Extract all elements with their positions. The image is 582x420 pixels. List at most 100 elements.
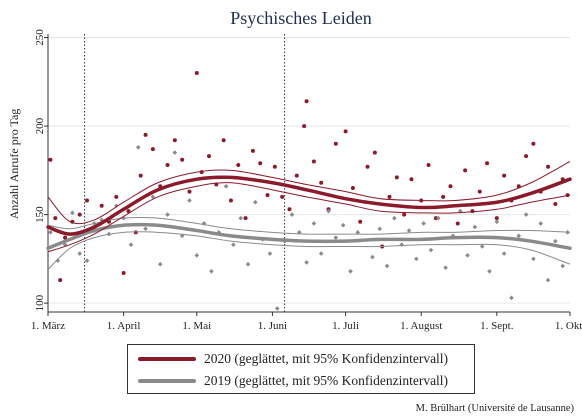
point-0 bbox=[77, 212, 82, 217]
point-0 bbox=[280, 194, 285, 199]
point-1 bbox=[194, 253, 200, 258]
point-0 bbox=[485, 161, 490, 166]
point-0 bbox=[448, 184, 453, 189]
point-1 bbox=[370, 254, 375, 260]
point-0 bbox=[546, 164, 551, 169]
point-0 bbox=[319, 180, 324, 185]
point-1 bbox=[99, 217, 104, 223]
point-0 bbox=[206, 154, 211, 159]
point-1 bbox=[223, 183, 229, 189]
point-0 bbox=[114, 194, 119, 199]
point-0 bbox=[426, 163, 431, 168]
y-tick-label: 250 bbox=[34, 29, 46, 46]
point-1 bbox=[414, 256, 419, 262]
point-1 bbox=[472, 224, 478, 230]
point-1 bbox=[157, 261, 163, 267]
legend: 2020 (geglättet, mit 95% Konfidenzinterv… bbox=[127, 344, 475, 394]
point-1 bbox=[421, 221, 426, 226]
point-1 bbox=[135, 145, 141, 150]
point-0 bbox=[531, 141, 536, 146]
smooth-line-0 bbox=[46, 175, 572, 236]
point-1 bbox=[245, 261, 251, 267]
y-axis-label: Anzahl Anrufe pro Tag bbox=[7, 109, 21, 220]
chart-title: Psychisches Leiden bbox=[230, 8, 371, 28]
point-1 bbox=[165, 212, 170, 217]
point-0 bbox=[350, 186, 355, 191]
point-0 bbox=[53, 216, 58, 221]
ci-lower-0 bbox=[47, 182, 571, 253]
point-0 bbox=[553, 201, 558, 206]
point-0 bbox=[402, 212, 407, 217]
point-1 bbox=[70, 210, 75, 216]
point-0 bbox=[165, 163, 170, 168]
point-0 bbox=[524, 154, 529, 159]
point-1 bbox=[172, 150, 178, 155]
point-0 bbox=[294, 173, 299, 178]
point-0 bbox=[250, 148, 255, 153]
reference-lines bbox=[84, 34, 286, 312]
point-0 bbox=[228, 198, 233, 203]
legend-swatch-2019 bbox=[138, 379, 196, 383]
point-0 bbox=[409, 177, 414, 182]
point-0 bbox=[221, 138, 226, 143]
point-1 bbox=[392, 215, 397, 221]
point-1 bbox=[435, 215, 441, 221]
point-1 bbox=[296, 230, 302, 235]
point-1 bbox=[84, 258, 90, 263]
gridlines bbox=[48, 37, 570, 304]
point-1 bbox=[209, 268, 214, 274]
y-tick-label: 200 bbox=[34, 117, 46, 134]
point-0 bbox=[194, 70, 199, 75]
point-0 bbox=[272, 164, 277, 169]
point-1 bbox=[231, 242, 236, 248]
point-1 bbox=[253, 199, 258, 205]
point-1 bbox=[304, 260, 309, 265]
point-1 bbox=[516, 233, 522, 239]
point-0 bbox=[58, 278, 63, 283]
point-1 bbox=[128, 242, 134, 248]
point-0 bbox=[333, 141, 338, 146]
point-1 bbox=[355, 230, 361, 235]
point-0 bbox=[372, 150, 377, 155]
point-0 bbox=[394, 175, 399, 180]
credit-text: M. Brülhart (Université de Lausanne) bbox=[415, 403, 574, 414]
point-1 bbox=[340, 222, 346, 228]
point-0 bbox=[302, 124, 307, 129]
point-1 bbox=[289, 212, 295, 217]
point-1 bbox=[77, 251, 83, 256]
point-1 bbox=[465, 253, 470, 258]
legend-label-2020: 2020 (geglättet, mit 95% Konfidenzinterv… bbox=[204, 351, 449, 366]
point-1 bbox=[553, 238, 558, 244]
axes: 100 150 200 250 1. März 1. April 1. Mai 1. Juni… bbox=[31, 29, 582, 332]
x-tick-label: 1. Mai bbox=[182, 320, 211, 332]
x-tick-label: 1. April bbox=[107, 320, 141, 332]
y-tick-label: 150 bbox=[34, 206, 46, 223]
x-tick-label: 1. Juni bbox=[258, 320, 287, 332]
legend-item-2019: 2019 (geglättet, mit 95% Konfidenzinterv… bbox=[138, 371, 448, 391]
point-1 bbox=[187, 198, 192, 203]
point-1 bbox=[333, 235, 339, 240]
legend-item-2020: 2020 (geglättet, mit 95% Konfidenzinterv… bbox=[138, 349, 448, 369]
point-1 bbox=[509, 295, 514, 301]
point-0 bbox=[387, 194, 392, 199]
point-1 bbox=[531, 256, 536, 262]
point-1 bbox=[560, 263, 565, 269]
point-1 bbox=[311, 221, 317, 226]
point-1 bbox=[48, 230, 53, 235]
point-0 bbox=[441, 194, 446, 199]
point-0 bbox=[126, 209, 131, 214]
point-1 bbox=[274, 306, 280, 311]
point-1 bbox=[318, 251, 324, 256]
point-0 bbox=[311, 159, 316, 164]
point-0 bbox=[343, 129, 348, 134]
point-0 bbox=[172, 138, 177, 143]
point-1 bbox=[384, 263, 390, 269]
point-1 bbox=[443, 265, 448, 271]
point-0 bbox=[258, 161, 263, 166]
point-0 bbox=[494, 216, 499, 221]
point-0 bbox=[99, 203, 104, 208]
point-0 bbox=[463, 168, 468, 173]
point-0 bbox=[243, 216, 248, 221]
point-0 bbox=[121, 271, 126, 276]
